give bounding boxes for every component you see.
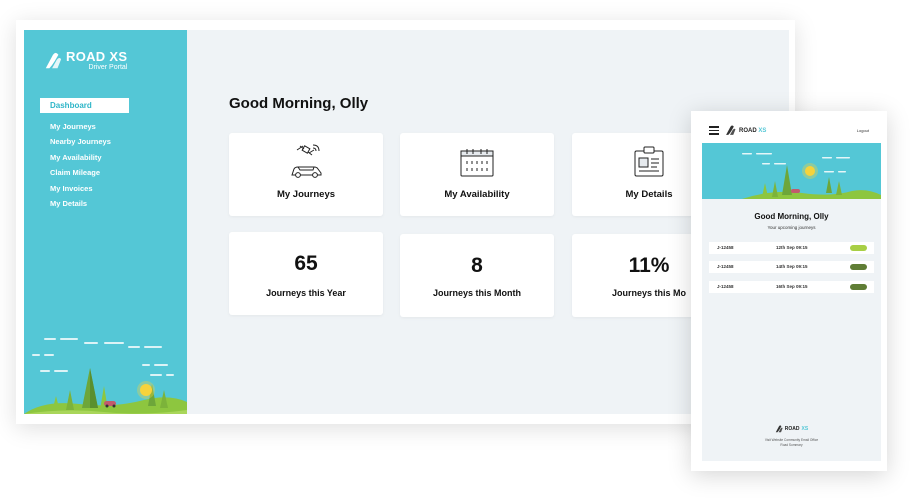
journey-date: 16th Sep 09:15: [776, 284, 808, 289]
journey-view-button[interactable]: [850, 283, 867, 290]
journey-view-button[interactable]: [850, 263, 867, 270]
mobile-content: Good Morning, Olly Your upcoming journey…: [702, 199, 881, 461]
card-label: My Availability: [444, 189, 510, 200]
journey-row[interactable]: J-12458 14th Sep 09:15: [709, 261, 874, 273]
journey-id: J-12458: [717, 284, 734, 289]
stat-value: 8: [471, 254, 483, 277]
sidebar-item-my-invoices[interactable]: My Invoices: [50, 183, 93, 193]
mobile-banner-illustration: [702, 143, 881, 199]
footer-links[interactable]: Visit Website Community Email Office: [764, 438, 819, 442]
journey-date: 14th Sep 09:15: [776, 264, 808, 269]
journey-row[interactable]: J-12458 12th Sep 09:15: [709, 242, 874, 254]
road-logo-icon: [44, 52, 62, 70]
footer-brand-accent: XS: [801, 426, 809, 432]
stat-card-month: 8 Journeys this Month: [400, 234, 554, 317]
road-logo-icon: [725, 125, 736, 136]
mobile-greeting: Good Morning, Olly: [754, 212, 829, 221]
sidebar-item-my-journeys[interactable]: My Journeys: [50, 122, 96, 131]
logout-link[interactable]: Logout: [856, 128, 869, 133]
sidebar-item-claim-mileage[interactable]: Claim Mileage: [50, 168, 101, 178]
desktop-preview: ROAD XS Driver Portal Dashboard My Journ…: [16, 20, 795, 424]
brand-name-main: ROAD: [739, 127, 757, 134]
brand-name-accent: XS: [758, 127, 767, 134]
card-my-journeys[interactable]: My Journeys: [229, 133, 383, 216]
mobile-subtitle: Your upcoming journeys: [767, 225, 816, 230]
sidebar: ROAD XS Driver Portal Dashboard My Journ…: [24, 30, 187, 414]
journey-id: J-12458: [717, 245, 734, 250]
desktop-screen: ROAD XS Driver Portal Dashboard My Journ…: [24, 30, 789, 414]
mobile-preview: ROAD XS Logout Good Morning, Olly Your u…: [691, 111, 887, 471]
mobile-brand-logo[interactable]: ROAD XS: [725, 125, 766, 136]
mobile-footer: ROAD XS Visit Website Community Email Of…: [702, 420, 881, 448]
landscape-illustration: [24, 338, 187, 414]
card-label: My Journeys: [276, 189, 336, 200]
sidebar-item-nearby-journeys[interactable]: Nearby Journeys: [50, 137, 111, 147]
calendar-icon: [460, 149, 494, 177]
stat-value: 11%: [628, 254, 670, 277]
stat-value: 65: [294, 252, 318, 275]
footer-brand-main: ROAD: [784, 426, 800, 432]
road-logo-icon: [775, 425, 783, 433]
journey-view-button[interactable]: [850, 244, 867, 251]
stat-card-year: 65 Journeys this Year: [229, 232, 383, 315]
page-title: Good Morning, Olly: [229, 95, 369, 112]
sidebar-item-my-details[interactable]: My Details: [50, 198, 88, 208]
journey-date: 12th Sep 09:15: [776, 245, 808, 250]
brand-logo[interactable]: ROAD XS Driver Portal: [44, 50, 127, 72]
stat-label: Journeys this Month: [432, 288, 521, 298]
sidebar-item-my-availability[interactable]: My Availability: [50, 152, 102, 162]
sidebar-item-dashboard[interactable]: Dashboard: [40, 98, 129, 113]
mobile-header: ROAD XS Logout: [691, 111, 887, 143]
brand-subtitle: Driver Portal: [88, 64, 128, 71]
sidebar-nav: My Journeys Nearby Journeys My Availabil…: [50, 119, 111, 211]
hamburger-menu-icon[interactable]: [709, 126, 719, 135]
stat-label: Journeys this Year: [266, 288, 346, 298]
journey-id: J-12458: [717, 264, 734, 269]
stat-label: Journeys this Mo: [611, 288, 686, 298]
footer-logo: ROAD XS: [775, 425, 808, 433]
car-satellite-icon: [291, 144, 322, 178]
id-card-icon: [634, 146, 664, 177]
brand-name: ROAD XS: [66, 49, 128, 64]
card-my-availability[interactable]: My Availability: [400, 133, 554, 216]
dashboard-main: Good Morning, Olly My Journeys: [187, 30, 789, 414]
footer-summary[interactable]: Road Summary: [780, 443, 803, 447]
card-label: My Details: [625, 189, 673, 200]
journey-row[interactable]: J-12458 16th Sep 09:15: [709, 281, 874, 293]
